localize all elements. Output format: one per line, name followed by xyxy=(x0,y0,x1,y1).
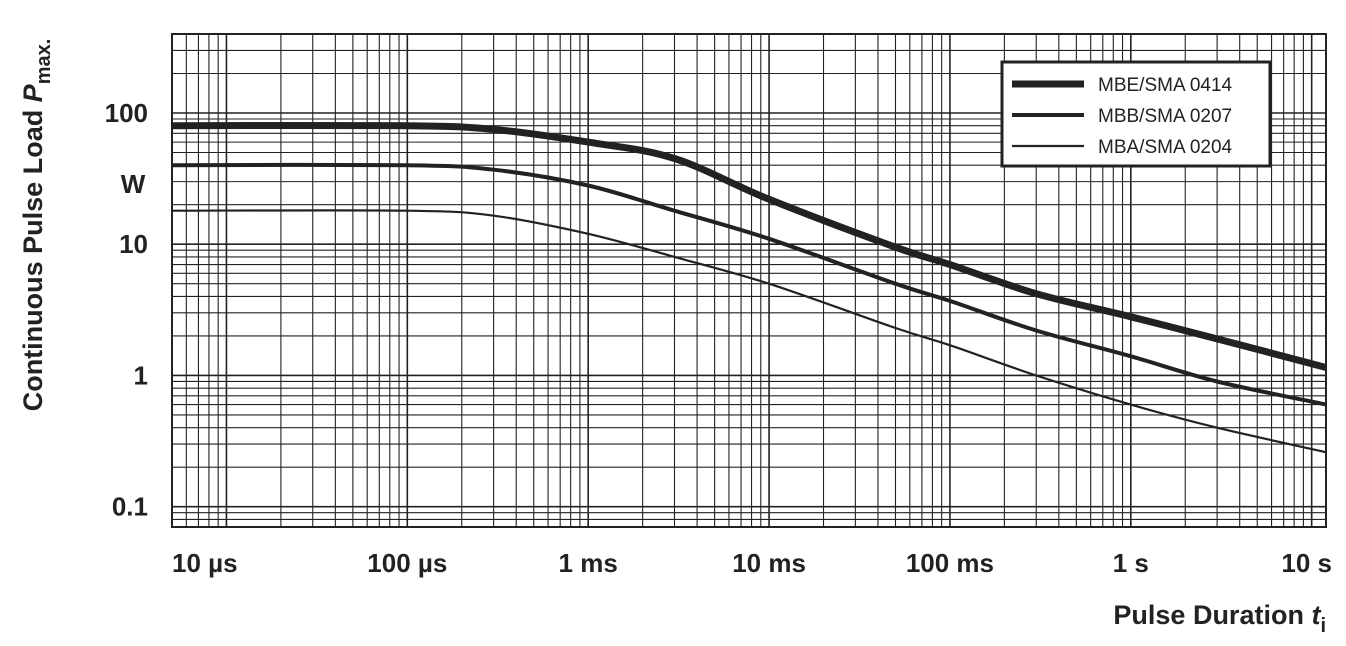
y-tick-label: 0.1 xyxy=(112,492,148,522)
y-tick-label: 10 xyxy=(119,229,148,259)
series-line xyxy=(171,121,1327,371)
curves xyxy=(171,121,1327,454)
series-line xyxy=(171,209,1327,454)
legend-label: MBE/SMA 0414 xyxy=(1098,75,1233,96)
x-tick-labels: 10 µs 100 µs 1 ms 10 ms 100 ms 1 s 10 s xyxy=(172,548,1332,578)
y-unit-label: W xyxy=(121,169,146,199)
y-tick-labels: 100 10 1 0.1 xyxy=(105,98,148,522)
plot-border xyxy=(171,33,1327,528)
plot-frame xyxy=(171,33,1327,528)
x-tick-label: 100 ms xyxy=(906,548,994,578)
x-tick-label: 10 s xyxy=(1281,548,1332,578)
legend-label: MBB/SMA 0207 xyxy=(1098,106,1232,127)
y-tick-label: 100 xyxy=(105,98,148,128)
x-tick-label: 10 ms xyxy=(732,548,806,578)
x-tick-label: 1 ms xyxy=(559,548,618,578)
x-tick-label: 10 µs xyxy=(172,548,238,578)
y-axis-title: Continuous Pulse Load Pmax. xyxy=(18,39,55,412)
y-tick-label: 1 xyxy=(134,360,148,390)
x-tick-label: 100 µs xyxy=(367,548,447,578)
x-axis-title: Pulse Duration ti xyxy=(1113,600,1326,637)
series-line xyxy=(171,162,1327,407)
x-tick-label: 1 s xyxy=(1113,548,1149,578)
legend-label: MBA/SMA 0204 xyxy=(1098,137,1233,158)
legend: MBE/SMA 0414 MBB/SMA 0207 MBA/SMA 0204 xyxy=(1000,60,1272,168)
